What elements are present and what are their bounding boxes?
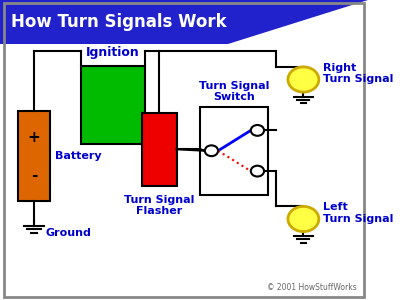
Text: +: + [28, 130, 40, 146]
Text: Turn Signal
Flasher: Turn Signal Flasher [124, 195, 194, 216]
FancyBboxPatch shape [200, 106, 268, 195]
Circle shape [288, 206, 319, 232]
Text: -: - [31, 168, 37, 183]
FancyBboxPatch shape [18, 111, 50, 201]
Polygon shape [228, 0, 368, 44]
Text: Ignition: Ignition [86, 46, 140, 59]
Circle shape [251, 166, 264, 176]
Text: © 2001 HowStuffWorks: © 2001 HowStuffWorks [267, 284, 357, 292]
FancyBboxPatch shape [142, 112, 176, 186]
FancyBboxPatch shape [81, 66, 145, 144]
Text: Ground: Ground [45, 227, 91, 238]
Circle shape [251, 125, 264, 136]
Text: Turn Signal
Switch: Turn Signal Switch [199, 81, 270, 102]
Text: Right
Turn Signal: Right Turn Signal [322, 63, 393, 84]
Text: Battery: Battery [55, 151, 102, 161]
Text: How Turn Signals Work: How Turn Signals Work [11, 13, 227, 31]
Circle shape [288, 67, 319, 92]
Circle shape [205, 146, 218, 156]
FancyBboxPatch shape [0, 0, 368, 44]
Text: Left
Turn Signal: Left Turn Signal [322, 202, 393, 224]
